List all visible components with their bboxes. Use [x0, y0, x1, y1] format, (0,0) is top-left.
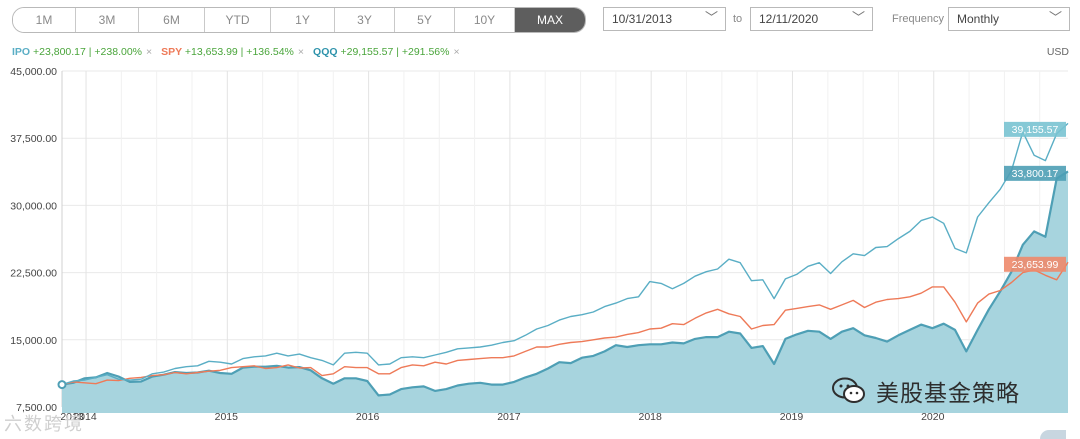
y-axis-labels: 7,500.00 15,000.00 22,500.00 30,000.00 37,50… — [10, 66, 57, 414]
wechat-icon — [832, 377, 866, 405]
end-date-value: 12/11/2020 — [759, 12, 819, 26]
end-label-qqq: 39,155.57 — [1012, 124, 1059, 136]
remove-series-ipo-icon[interactable]: × — [146, 46, 153, 58]
legend-value-ipo: +23,800.17 | +238.00% — [33, 46, 143, 58]
secondary-watermark: 六数跨境 — [4, 414, 84, 434]
range-button-5y[interactable]: 5Y — [395, 8, 455, 32]
legend-name-ipo: IPO — [12, 46, 34, 58]
series-line-qqq — [61, 122, 1069, 386]
corner-decoration — [1040, 430, 1066, 439]
legend: IPO +23,800.17 | +238.00% × SPY +13,653.99… — [12, 46, 469, 58]
y-tick-label: 15,000.00 — [10, 335, 57, 347]
x-tick-label: 2014 — [73, 411, 97, 423]
x-tick-label: 2017 — [497, 411, 521, 423]
range-button-3y[interactable]: 3Y — [335, 8, 395, 32]
x-tick-label: 2016 — [356, 411, 380, 423]
start-date-select[interactable]: 10/31/2013 ﹀ — [603, 7, 726, 31]
remove-series-spy-icon[interactable]: × — [297, 46, 305, 58]
remove-series-qqq-icon[interactable]: × — [453, 46, 460, 58]
end-label-bg-spy — [1004, 256, 1066, 272]
range-button-1m[interactable]: 1M — [13, 8, 76, 32]
range-button-max[interactable]: MAX — [515, 8, 585, 32]
series-line-ipo — [61, 170, 1069, 397]
x-tick-label: 2020 — [921, 411, 945, 423]
start-date-value: 10/31/2013 — [612, 12, 673, 26]
chart-area-layer — [62, 171, 1068, 413]
y-tick-label: 45,000.00 — [10, 66, 57, 78]
range-selector: 1M 3M 6M YTD 1Y 3Y 5Y 10Y MAX — [12, 7, 586, 33]
end-label-spy: 23,653.99 — [1012, 259, 1059, 271]
end-label-ipo: 33,800.17 — [1012, 168, 1059, 180]
chevron-down-icon: ﹀ — [704, 10, 718, 25]
end-label-bg-ipo — [1004, 165, 1066, 181]
range-button-6m[interactable]: 6M — [139, 8, 205, 32]
watermark: 美股基金策略 — [832, 374, 1020, 408]
watermark-text: 美股基金策略 — [876, 380, 1020, 406]
x-tick-label: 2015 — [215, 411, 239, 423]
range-button-10y[interactable]: 10Y — [455, 8, 515, 32]
y-tick-label: 37,500.00 — [10, 133, 57, 145]
frequency-value: Monthly — [957, 12, 1000, 26]
range-button-1y[interactable]: 1Y — [271, 8, 335, 32]
range-button-3m[interactable]: 3M — [76, 8, 139, 32]
x-tick-label: 2019 — [780, 411, 804, 423]
legend-value-spy: +13,653.99 | +136.54% — [184, 46, 294, 58]
to-label: to — [733, 13, 743, 25]
end-label-bg-qqq — [1004, 121, 1066, 137]
legend-value-qqq: +29,155.57 | +291.56% — [340, 46, 450, 58]
chevron-down-icon: ﹀ — [851, 10, 865, 25]
x-tick-label: 2018 — [639, 411, 663, 423]
x-tick-label: 2013 — [60, 411, 84, 423]
y-tick-label: 7,500.00 — [16, 402, 57, 414]
currency-label: USD — [1046, 46, 1069, 58]
series-end-labels: 33,800.17 23,653.99 39,155.57 — [1004, 121, 1066, 272]
chart-line-layer — [61, 122, 1069, 397]
start-point — [57, 380, 67, 390]
legend-name-spy: SPY — [161, 46, 185, 58]
frequency-label: Frequency — [892, 13, 944, 25]
chevron-down-icon: ﹀ — [1048, 10, 1062, 25]
legend-name-qqq: QQQ — [313, 46, 341, 58]
end-date-select[interactable]: 12/11/2020 ﹀ — [750, 7, 873, 31]
y-tick-label: 30,000.00 — [10, 200, 57, 212]
range-button-ytd[interactable]: YTD — [205, 8, 271, 32]
y-tick-label: 22,500.00 — [10, 268, 57, 280]
series-area-ipo — [62, 171, 1068, 413]
start-marker — [57, 380, 67, 390]
series-line-spy — [61, 261, 1069, 386]
frequency-select[interactable]: Monthly ﹀ — [948, 7, 1070, 31]
